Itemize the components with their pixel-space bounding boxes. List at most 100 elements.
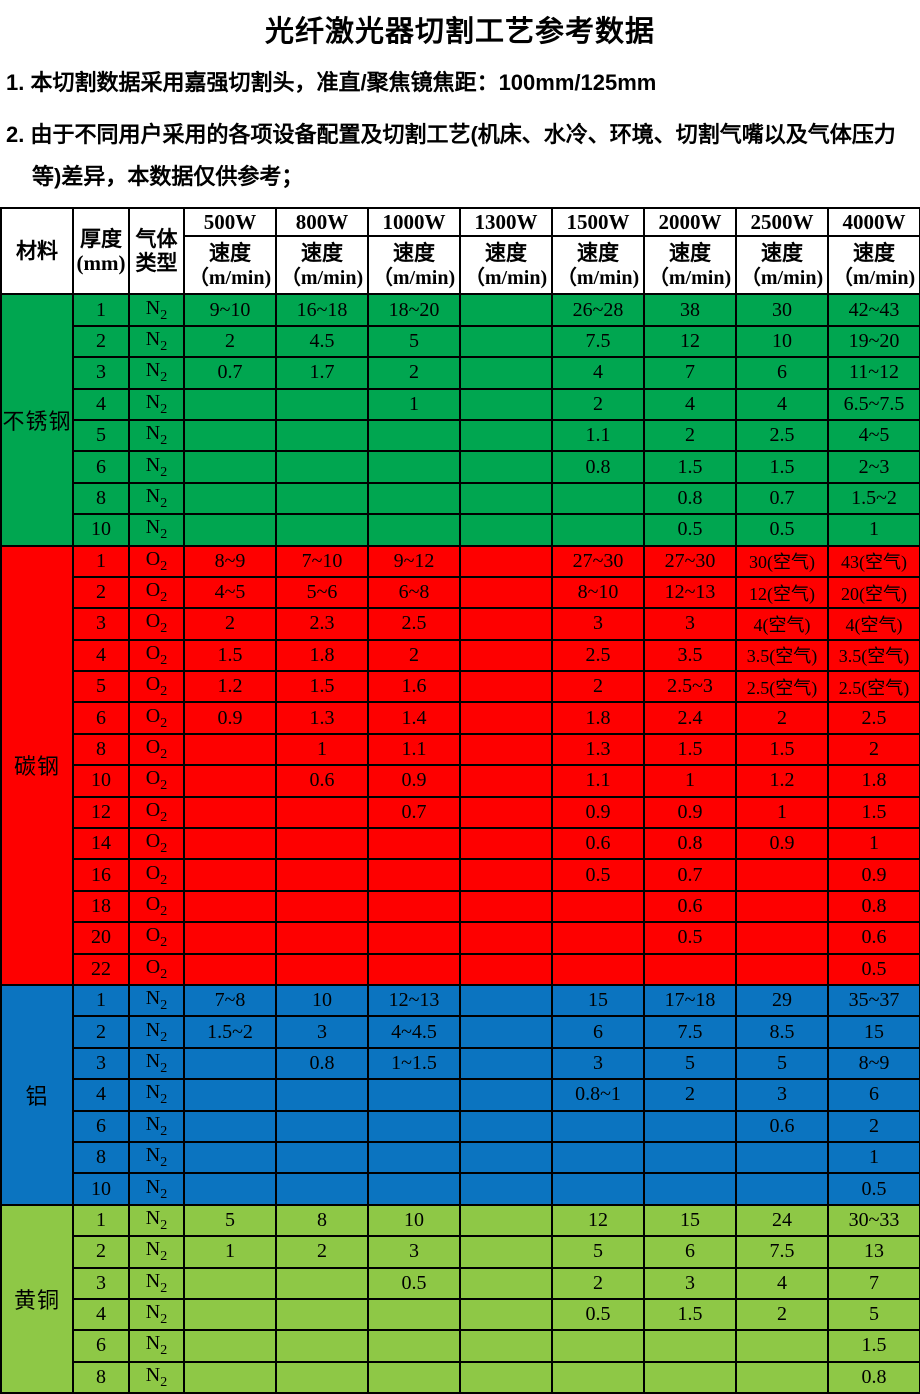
speed-value-cell: 1.1 [551,764,645,798]
note-cutting-head: 1. 本切割数据采用嘉强切割头，准直/聚焦镜焦距：100mm/125mm [6,70,657,95]
speed-value-cell: 1.7 [275,356,369,390]
speed-value-cell: 0.5 [643,513,737,547]
speed-value-cell: 35~37 [827,983,920,1018]
speed-value-cell [459,544,553,578]
speed-value-cell: 10 [275,983,369,1018]
gas-type-cell: N2 [128,1360,185,1394]
thickness-cell: 2 [72,324,130,359]
speed-value-cell: 3 [643,1266,737,1300]
speed-value-cell: 5 [183,1203,277,1238]
speed-value-cell: 1.5 [275,670,369,704]
speed-value-cell [183,1329,277,1363]
speed-value-cell: 8~9 [183,544,277,578]
speed-value-cell: 3 [735,1078,829,1112]
speed-value-cell [275,1140,369,1175]
gas-type-cell: N2 [128,1109,185,1143]
speed-value-cell [367,1172,461,1206]
speed-value-cell [367,952,461,986]
speed-value-cell [275,450,369,484]
speed-value-cell [459,638,553,673]
thickness-cell: 10 [72,764,130,798]
speed-value-cell [183,1172,277,1206]
speed-value-cell: 0.7 [735,481,829,516]
speed-value-cell: 0.5 [551,858,645,892]
speed-unit-header: 速度 （m/min) [367,235,461,296]
speed-value-cell: 6 [827,1078,920,1112]
gas-type-cell: O2 [128,701,185,735]
speed-value-cell [275,513,369,547]
speed-value-cell: 0.8 [275,1046,369,1081]
speed-value-cell: 1.4 [367,701,461,735]
speed-value-cell [275,858,369,892]
gas-type-cell: N2 [128,983,185,1018]
speed-value-cell [643,952,737,986]
speed-value-cell: 4 [551,356,645,390]
gas-type-cell: N2 [128,481,185,516]
table-row: 2 N2 1.5~2 3 4~4.5 6 7.5 8.5 15 [1,1015,920,1049]
table-row: 8 N2 0.8 [1,1360,920,1394]
speed-value-cell: 8~9 [827,1046,920,1081]
speed-value-cell: 2 [275,1235,369,1269]
speed-unit-header: 速度 （m/min) [643,235,737,296]
speed-value-cell [551,921,645,955]
speed-value-cell: 1 [183,1235,277,1269]
power-header: 500W [183,207,277,238]
speed-value-cell [459,701,553,735]
speed-value-cell: 1 [275,732,369,767]
speed-value-cell [183,1109,277,1143]
speed-value-cell: 13 [827,1235,920,1269]
speed-value-cell: 1 [367,387,461,421]
thickness-cell: 5 [72,670,130,704]
speed-value-cell [735,1329,829,1363]
table-row: 3 N2 0.5 2 3 4 7 [1,1266,920,1300]
speed-value-cell [275,921,369,955]
speed-value-cell [275,1109,369,1143]
speed-value-cell: 2.5(空气) [735,670,829,704]
speed-value-cell [459,1109,553,1143]
gas-type-cell: O2 [128,921,185,955]
thickness-cell: 4 [72,1078,130,1112]
speed-value-cell [183,1360,277,1394]
speed-value-cell: 10 [735,324,829,359]
table-row: 6 O2 0.9 1.3 1.4 1.8 2.4 2 2.5 [1,701,920,735]
speed-value-cell [183,387,277,421]
speed-value-cell [551,1172,645,1206]
speed-value-cell: 1.5 [827,795,920,830]
speed-value-cell [275,481,369,516]
speed-value-cell [643,1329,737,1363]
speed-value-cell: 0.5 [827,1172,920,1206]
speed-value-cell: 2 [367,356,461,390]
speed-value-cell [459,1015,553,1049]
gas-type-cell: O2 [128,827,185,861]
speed-value-cell: 2.5 [735,418,829,453]
thickness-cell: 3 [72,607,130,641]
table-row: 10 N2 0.5 [1,1172,920,1206]
table-row: 12 O2 0.7 0.9 0.9 1 1.5 [1,795,920,830]
table-row: 10 N2 0.5 0.5 1 [1,513,920,547]
speed-value-cell: 3 [551,1046,645,1081]
speed-value-cell: 4 [643,387,737,421]
speed-value-cell [275,1297,369,1332]
speed-value-cell [275,1172,369,1206]
gas-type-cell: N2 [128,513,185,547]
speed-value-cell: 6 [551,1015,645,1049]
page-title: 光纤激光器切割工艺参考数据 [264,16,655,48]
note-disclaimer: 2. 由于不同用户采用的各项设备配置及切割工艺(机床、水冷、环境、切割气嘴以及气… [6,121,896,189]
speed-value-cell [183,732,277,767]
table-row: 4 N2 1 2 4 4 6.5~7.5 [1,387,920,421]
speed-value-cell: 1.8 [827,764,920,798]
speed-value-cell: 1.1 [367,732,461,767]
table-row: 3 N2 0.8 1~1.5 3 5 5 8~9 [1,1046,920,1081]
speed-value-cell: 15 [643,1203,737,1238]
speed-value-cell: 0.6 [551,827,645,861]
gas-type-cell: N2 [128,450,185,484]
table-row: 不锈钢 1 N2 9~10 16~18 18~20 26~28 38 30 42~43 [0,293,920,547]
speed-value-cell: 1~1.5 [367,1046,461,1081]
speed-value-cell [459,795,553,830]
thickness-cell: 8 [72,732,130,767]
gas-type-cell: N2 [128,1046,185,1081]
speed-value-cell: 0.8~1 [551,1078,645,1112]
speed-value-cell: 8 [275,1203,369,1238]
speed-value-cell: 42~43 [827,293,920,327]
speed-value-cell: 0.9 [551,795,645,830]
